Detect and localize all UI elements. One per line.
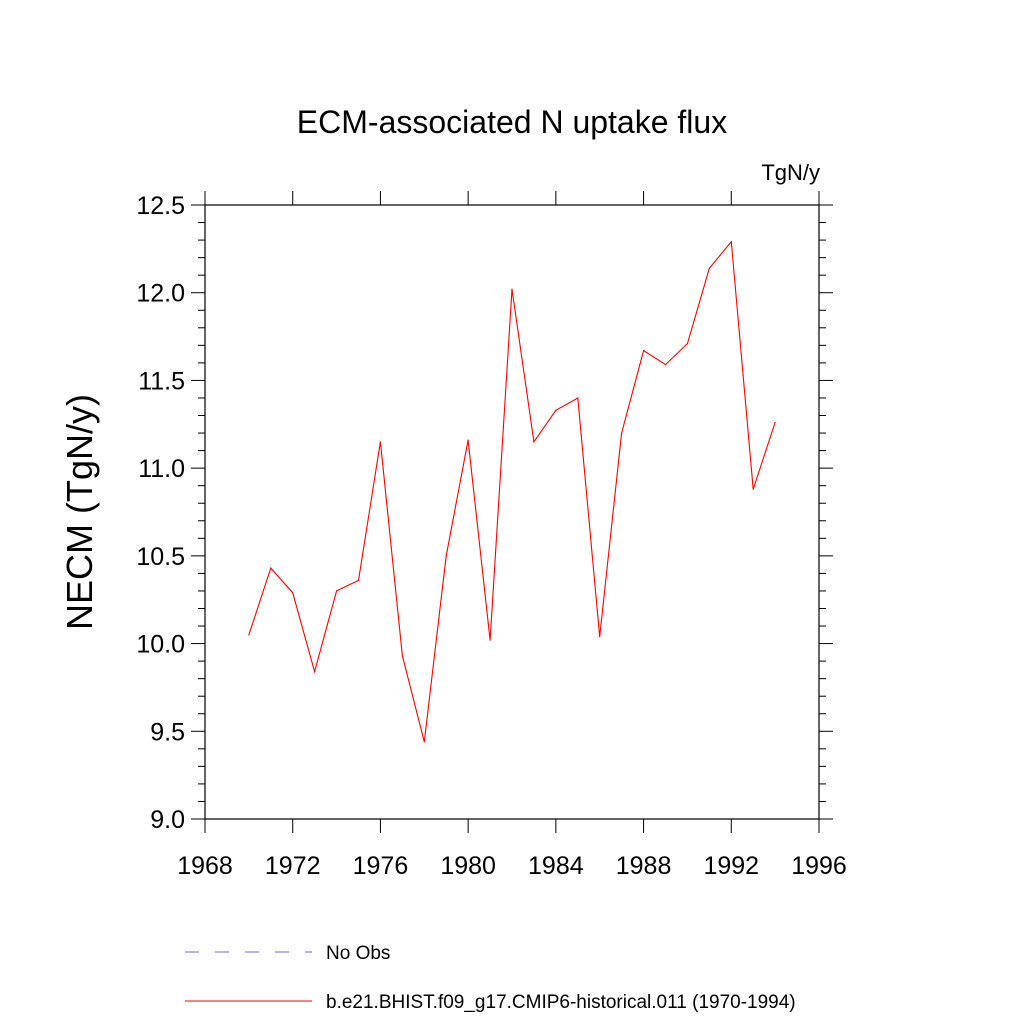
legend-label: b.e21.BHIST.f09_g17.CMIP6-historical.011…: [326, 992, 796, 1013]
y-tick-label: 12.0: [136, 280, 185, 308]
data-point: [774, 421, 776, 424]
units-label: TgN/y: [761, 160, 820, 185]
x-tick-labels: 1968 1972 1976 1980 1984 1988 1992 1996: [177, 852, 847, 880]
series-layer: [248, 240, 776, 743]
data-point: [664, 364, 667, 366]
data-point: [642, 350, 645, 352]
data-point: [533, 441, 535, 443]
legend: No Obs b.e21.BHIST.f09_g17.CMIP6-historic…: [185, 943, 796, 1013]
data-point: [335, 590, 338, 592]
y-axis-label: NECM (TgN/y): [59, 394, 100, 630]
data-point: [401, 655, 403, 657]
y-tick-label: 11.0: [138, 455, 185, 483]
data-point: [511, 288, 513, 290]
x-tick-label: 1996: [791, 852, 847, 880]
y-tick-labels: 9.0 9.5 10.0 10.5 11.0 11.5 12.0 12.5: [136, 192, 185, 834]
x-tick-label: 1968: [177, 852, 233, 880]
plot-frame: [204, 204, 820, 820]
data-point: [708, 267, 710, 269]
data-point: [357, 579, 360, 582]
axis-ticks: [191, 191, 833, 833]
data-point: [379, 441, 382, 443]
data-point: [686, 342, 689, 345]
data-point: [621, 432, 623, 434]
x-tick-label: 1976: [353, 852, 409, 880]
data-point: [489, 639, 491, 641]
data-point: [467, 439, 469, 441]
legend-label: No Obs: [326, 943, 390, 964]
y-tick-label: 11.5: [138, 367, 185, 395]
y-tick-label: 9.5: [150, 718, 185, 746]
data-point: [555, 409, 557, 411]
data-point: [314, 671, 316, 673]
x-tick-label: 1972: [265, 852, 321, 880]
data-point: [292, 592, 294, 594]
data-point: [752, 488, 754, 490]
x-tick-label: 1992: [703, 852, 759, 880]
x-tick-label: 1988: [616, 852, 672, 880]
data-point: [445, 555, 447, 557]
y-tick-label: 10.5: [136, 543, 185, 571]
series-line: [248, 240, 776, 742]
data-point: [730, 241, 732, 243]
data-point: [270, 567, 272, 569]
data-point: [423, 741, 425, 743]
data-point: [577, 397, 579, 399]
chart-title: ECM-associated N uptake flux: [297, 104, 727, 140]
y-tick-label: 9.0: [150, 806, 185, 834]
data-point: [248, 634, 250, 636]
y-tick-label: 12.5: [136, 192, 185, 220]
x-tick-label: 1984: [528, 852, 584, 880]
y-tick-label: 10.0: [136, 631, 185, 659]
data-point: [599, 635, 601, 638]
x-tick-label: 1980: [440, 852, 496, 880]
